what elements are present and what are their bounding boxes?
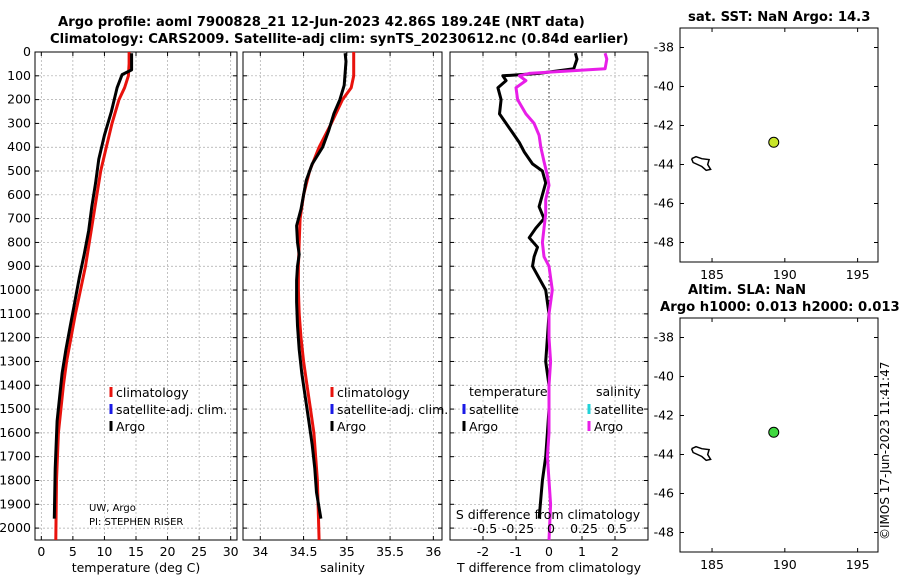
- temp-annotation-owner: UW, Argo: [89, 503, 136, 514]
- map-float-marker: [768, 426, 780, 438]
- map-lat-tick-label: -46: [654, 196, 674, 211]
- sal-x-tick-label: 34.5: [290, 544, 318, 559]
- sal-xlabel: salinity: [320, 560, 365, 575]
- depth-tick-label: 1400: [0, 377, 31, 392]
- depth-tick-label: 700: [7, 211, 31, 226]
- depth-tick-label: 1700: [0, 449, 31, 464]
- tdiff-x-tick-label: 1: [578, 544, 586, 559]
- map-lon-tick-label: 195: [846, 267, 870, 282]
- temp-xlabel: temperature (deg C): [72, 560, 201, 575]
- map-frame-map_sst: [679, 27, 879, 263]
- sdiff-x-tick-label: 0.25: [570, 521, 598, 536]
- depth-tick-label: 2000: [0, 520, 31, 535]
- tdiff-x-tick-label: 0: [545, 544, 553, 559]
- map-lat-tick-label: -40: [654, 369, 674, 384]
- map-lat-tick-label: -42: [654, 408, 674, 423]
- map-lat-tick-label: -44: [654, 447, 674, 462]
- tdiff-x-tick-label: -1: [510, 544, 522, 559]
- diff-legend-sal-title: salinity: [596, 384, 641, 399]
- tdiff-x-tick-label: 2: [611, 544, 619, 559]
- sdiff-x-tick-label: 0.5: [607, 521, 627, 536]
- depth-tick-label: 1500: [0, 401, 31, 416]
- depth-tick-label: 500: [7, 163, 31, 178]
- temp-line-climatology: [54, 52, 131, 541]
- tdiff-x-tick-label: -2: [477, 544, 489, 559]
- sal-x-tick-label: 34: [252, 544, 268, 559]
- temp-annotation-pi: PI: STEPHEN RISER: [89, 517, 183, 528]
- panel-frame-salinity: [242, 51, 443, 541]
- diff-legend-temp-title: temperature: [469, 384, 548, 399]
- diff-legend-sal-argo-label: Argo: [594, 419, 623, 434]
- temp-x-tick-label: 5: [69, 544, 77, 559]
- map-coastline: [690, 155, 712, 172]
- temp-x-tick-label: 15: [128, 544, 144, 559]
- depth-tick-label: 1900: [0, 496, 31, 511]
- sal-legend-1-label: satellite-adj. clim.: [337, 402, 448, 417]
- sal-line-argo: [295, 53, 348, 519]
- depth-tick-label: 100: [7, 68, 31, 83]
- depth-tick-label: 600: [7, 187, 31, 202]
- depth-tick-label: 200: [7, 92, 31, 107]
- sst-map-title: sat. SST: NaN Argo: 14.3: [688, 10, 871, 25]
- diff-legend-sal-sat-label: satellite: [594, 402, 644, 417]
- sal-legend-2-label: Argo: [337, 419, 366, 434]
- depth-tick-label: 1100: [0, 306, 31, 321]
- diff-line-s-argo-diff: [514, 52, 609, 541]
- map-lon-tick-label: 185: [700, 267, 724, 282]
- temp-x-tick-label: 10: [96, 544, 112, 559]
- temp-legend-2-label: Argo: [116, 419, 145, 434]
- depth-tick-label: 1300: [0, 353, 31, 368]
- map-lat-tick-label: -44: [654, 157, 674, 172]
- diff-legend-temp-sat-label: satellite: [469, 402, 519, 417]
- profile-title: Argo profile: aoml 7900828_21 12-Jun-202…: [58, 15, 585, 30]
- temp-x-tick-label: 30: [223, 544, 239, 559]
- map-lat-tick-label: -40: [654, 79, 674, 94]
- map-lat-tick-label: -38: [654, 330, 674, 345]
- sal-line-climatology: [296, 52, 356, 541]
- diff-line-t-argo-diff: [496, 52, 579, 519]
- map-lon-tick-label: 185: [700, 557, 724, 572]
- sdiff-x-tick-label: 0: [547, 521, 555, 536]
- diff-legend-temp-argo-label: Argo: [469, 419, 498, 434]
- map-lat-tick-label: -48: [654, 525, 674, 540]
- sal-legend-0-label: climatology: [337, 385, 410, 400]
- depth-tick-label: 1000: [0, 282, 31, 297]
- temp-line-argo: [52, 53, 134, 519]
- depth-tick-label: 300: [7, 115, 31, 130]
- map-lon-tick-label: 190: [773, 557, 797, 572]
- map-lat-tick-label: -38: [654, 40, 674, 55]
- map-float-marker: [768, 136, 780, 148]
- sdiff-x-tick-label: -0.25: [502, 521, 534, 536]
- sla-map-subtitle: Argo h1000: 0.013 h2000: 0.013: [660, 300, 900, 315]
- climatology-title: Climatology: CARS2009. Satellite-adj cli…: [50, 32, 629, 47]
- sdiff-x-tick-label: -0.5: [473, 521, 497, 536]
- depth-tick-label: 400: [7, 139, 31, 154]
- map-lat-tick-label: -42: [654, 118, 674, 133]
- map-coastline: [690, 445, 712, 462]
- temp-x-tick-label: 25: [191, 544, 207, 559]
- map-lat-tick-label: -48: [654, 235, 674, 250]
- map-lat-tick-label: -46: [654, 486, 674, 501]
- map-lon-tick-label: 195: [846, 557, 870, 572]
- temp-legend-0-label: climatology: [116, 385, 189, 400]
- depth-tick-label: 1200: [0, 330, 31, 345]
- tdiff-xlabel: T difference from climatology: [456, 560, 642, 575]
- sla-map-title: Altim. SLA: NaN: [688, 283, 807, 298]
- temp-x-tick-label: 0: [37, 544, 45, 559]
- depth-tick-label: 1800: [0, 472, 31, 487]
- sal-x-tick-label: 35: [339, 544, 355, 559]
- map-lon-tick-label: 190: [773, 267, 797, 282]
- depth-tick-label: 900: [7, 258, 31, 273]
- temp-legend-1-label: satellite-adj. clim.: [116, 402, 227, 417]
- title-area: Argo profile: aoml 7900828_21 12-Jun-202…: [0, 0, 650, 50]
- temp-x-tick-label: 20: [160, 544, 176, 559]
- map-frame-map_sla: [679, 317, 879, 553]
- sdiff-xlabel: S difference from climatology: [456, 507, 641, 522]
- depth-tick-label: 1600: [0, 425, 31, 440]
- depth-tick-label: 800: [7, 234, 31, 249]
- sal-x-tick-label: 36: [425, 544, 441, 559]
- sal-x-tick-label: 35.5: [376, 544, 404, 559]
- depth-tick-label: 0: [23, 44, 31, 59]
